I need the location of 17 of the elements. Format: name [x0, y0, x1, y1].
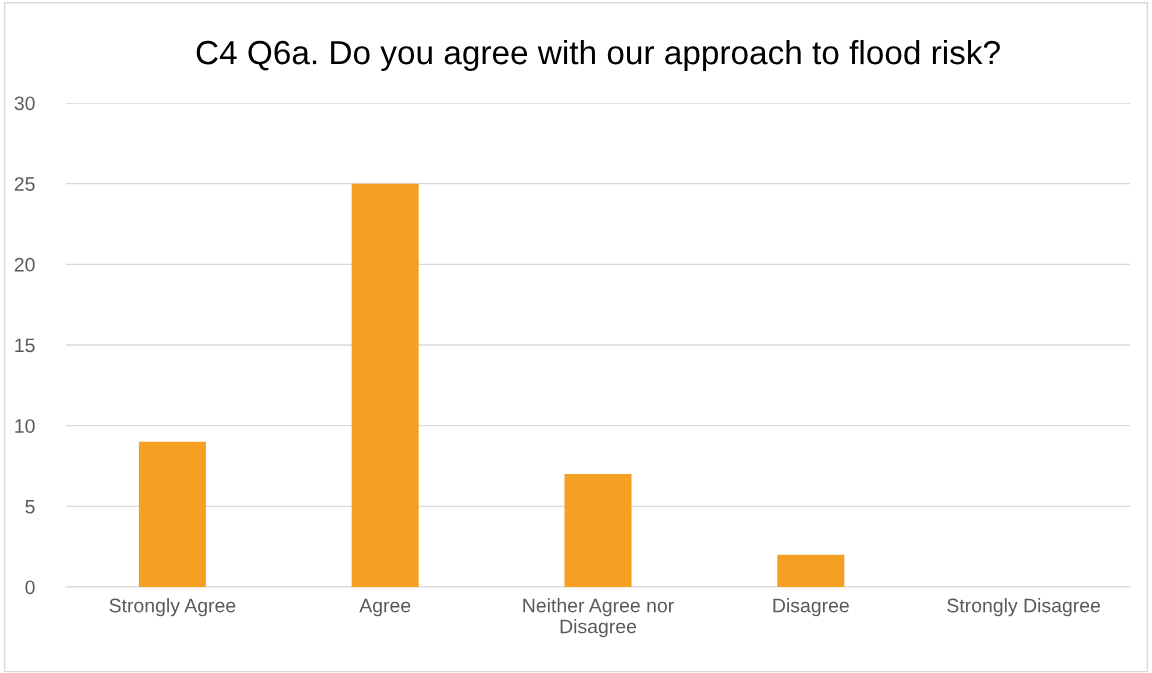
x-tick-label: Disagree [773, 598, 849, 617]
y-tick-label: 5 [25, 500, 35, 514]
y-tick-label: 15 [15, 338, 35, 353]
y-tick-label: 10 [15, 419, 35, 433]
bar [777, 554, 845, 587]
x-tick-label: Neither Agree nor Disagree [523, 598, 674, 638]
chart-title: C4 Q6a. Do you agree with our approach to flood risk? [196, 39, 1000, 72]
bar [138, 441, 206, 587]
x-tick-label: Strongly Disagree [947, 598, 1101, 617]
bar [351, 183, 419, 587]
y-tick-label: 25 [14, 177, 35, 191]
y-tick-label: 0 [25, 580, 35, 595]
y-tick-label: 30 [14, 96, 35, 111]
bar [564, 474, 632, 587]
x-tick-label: Strongly Agree [109, 598, 236, 617]
x-tick-label: Agree [359, 598, 411, 617]
y-tick-label: 20 [14, 257, 35, 272]
